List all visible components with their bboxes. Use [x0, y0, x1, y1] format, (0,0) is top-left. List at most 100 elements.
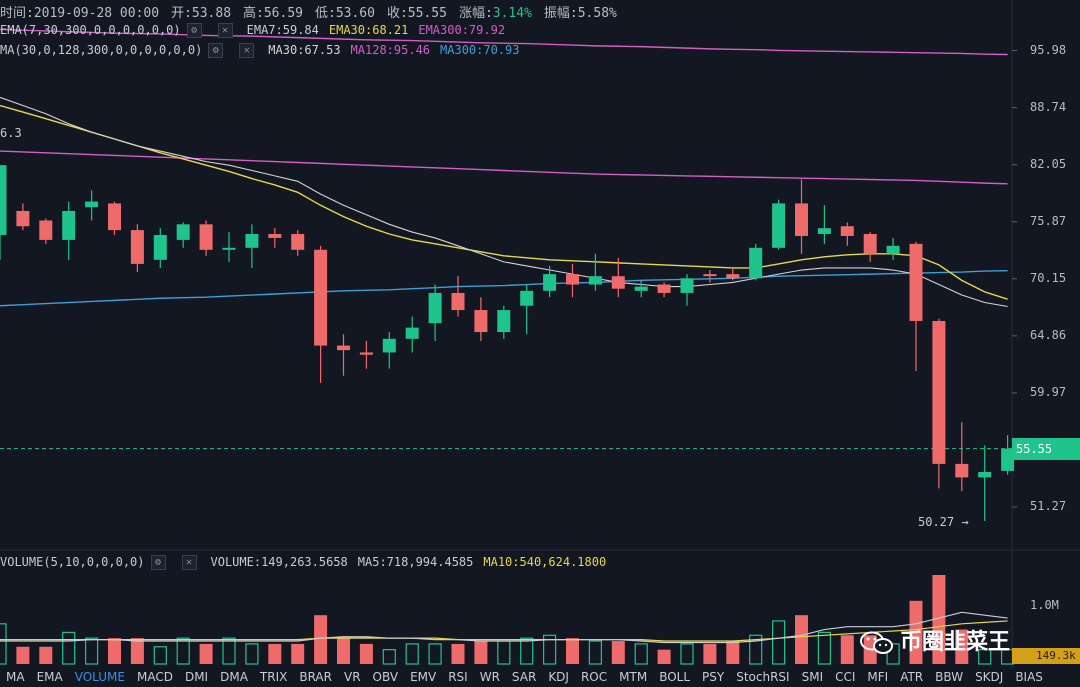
tab-rsi[interactable]: RSI	[448, 670, 468, 684]
candle-body	[932, 320, 946, 464]
tab-roc[interactable]: ROC	[580, 670, 608, 684]
volume-bar	[314, 615, 328, 664]
candle-body	[474, 310, 488, 333]
vol-ma10-value: MA10:540,624.1800	[483, 555, 607, 569]
tab-brar[interactable]: BRAR	[299, 670, 332, 684]
volume-bar	[955, 629, 969, 664]
tab-smi[interactable]: SMI	[801, 670, 824, 684]
volume-bar	[382, 649, 396, 665]
change-prefix: 涨幅:	[458, 6, 493, 21]
candle-body	[588, 276, 602, 285]
candle-body	[176, 224, 190, 240]
tab-bbw[interactable]: BBW	[935, 670, 964, 684]
ema30-line	[0, 104, 1008, 300]
price-axis-tick: 88.74	[1030, 99, 1067, 114]
candle-body	[405, 327, 419, 339]
candle-body	[543, 274, 557, 291]
close-icon[interactable]: ✕	[217, 23, 233, 38]
ema300-line	[0, 150, 1008, 185]
candle-body	[817, 228, 831, 235]
volume-bar	[16, 646, 30, 664]
watermark: 币圈韭菜王	[860, 624, 1010, 656]
tab-boll[interactable]: BOLL	[659, 670, 691, 684]
volume-bar	[840, 635, 854, 664]
amplitude-label: 振幅:5.58%	[543, 6, 617, 21]
candle-body	[749, 247, 763, 279]
tab-wr[interactable]: WR	[479, 670, 500, 684]
volume-legend: VOLUME(5,10,0,0,0,0) ⚙ ✕ VOLUME:149,263.565…	[0, 555, 616, 570]
tab-kdj[interactable]: KDJ	[548, 670, 569, 684]
tab-ma[interactable]: MA	[6, 670, 25, 684]
tab-stochrsi[interactable]: StochRSI	[736, 670, 790, 684]
vol-ma5-value: MA5:718,994.4585	[357, 555, 474, 569]
volume-bar	[726, 641, 740, 664]
tab-sar[interactable]: SAR	[511, 670, 537, 684]
candle-body	[680, 278, 694, 293]
tab-mtm[interactable]: MTM	[619, 670, 648, 684]
candle-body	[62, 210, 76, 240]
tab-vr[interactable]: VR	[343, 670, 361, 684]
change-value: 3.14%	[492, 6, 532, 21]
close-icon[interactable]: ✕	[239, 43, 255, 58]
candle-body	[39, 220, 53, 240]
settings-icon[interactable]: ⚙	[150, 555, 166, 570]
tab-psy[interactable]: PSY	[702, 670, 725, 684]
volume-bar	[359, 643, 373, 664]
volume-bar	[520, 637, 534, 665]
volume-badge: 149.3k	[1012, 648, 1080, 664]
tab-macd[interactable]: MACD	[136, 670, 173, 684]
open-label: 开:53.88	[171, 6, 232, 21]
volume-bar	[176, 637, 190, 665]
price-axis-tick: 82.05	[1030, 156, 1067, 171]
candle-body	[199, 224, 213, 250]
tab-volume[interactable]: VOLUME	[74, 670, 125, 684]
price-axis-tick: 75.87	[1030, 213, 1067, 228]
close-icon[interactable]: ✕	[181, 555, 197, 570]
left-cut-label: 6.3	[0, 126, 22, 140]
tab-cci[interactable]: CCI	[835, 670, 856, 684]
candle-body	[863, 234, 877, 254]
ema-legend: EMA(7,30,300,0,0,0,0,0,0) ⚙ ✕ EMA7:59.84 EMA…	[0, 23, 515, 38]
volume-bar	[817, 631, 832, 665]
ema7-value: EMA7:59.84	[246, 23, 319, 37]
candle-body	[245, 234, 259, 248]
candle-body	[451, 292, 465, 311]
candle-body	[108, 203, 121, 231]
tab-obv[interactable]: OBV	[372, 670, 399, 684]
tab-ema[interactable]: EMA	[36, 670, 63, 684]
tab-trix[interactable]: TRIX	[259, 670, 288, 684]
candle-body	[840, 226, 854, 236]
time-label: 时间:2019-09-28 00:00	[0, 6, 160, 21]
candle-body	[726, 274, 740, 279]
high-label: 高:56.59	[243, 6, 303, 21]
ema30-value: EMA30:68.21	[328, 23, 409, 37]
price-axis-tick: 51.27	[1030, 499, 1067, 514]
settings-icon[interactable]: ⚙	[208, 43, 224, 58]
ohlc-header: 时间:2019-09-28 00:00 开:53.88 高:56.59 低:53.60…	[0, 2, 629, 21]
volume-bar	[588, 640, 603, 665]
tab-dmi[interactable]: DMI	[184, 670, 209, 684]
candle-body	[795, 203, 808, 236]
tab-mfi[interactable]: MFI	[867, 670, 889, 684]
volume-bar	[771, 620, 786, 665]
volume-bar	[634, 643, 648, 665]
tab-skdj[interactable]: SKDJ	[975, 670, 1004, 684]
volume-bar	[886, 643, 900, 665]
tab-dma[interactable]: DMA	[220, 670, 248, 684]
watermark-text: 币圈韭菜王	[900, 630, 1011, 655]
volume-bar	[428, 643, 442, 665]
current-price-value: 55.55	[1016, 441, 1053, 456]
volume-bar	[222, 637, 236, 665]
volume-bar	[0, 623, 7, 665]
candle-body	[382, 338, 396, 353]
tab-emv[interactable]: EMV	[410, 670, 437, 684]
candle-body	[978, 471, 992, 478]
volume-bar	[474, 641, 488, 664]
settings-icon[interactable]: ⚙	[186, 23, 202, 38]
volume-bar	[909, 600, 923, 664]
price-axis-tick: 95.98	[1030, 42, 1067, 57]
tab-bias[interactable]: BIAS	[1015, 670, 1043, 684]
tab-atr[interactable]: ATR	[900, 670, 924, 684]
